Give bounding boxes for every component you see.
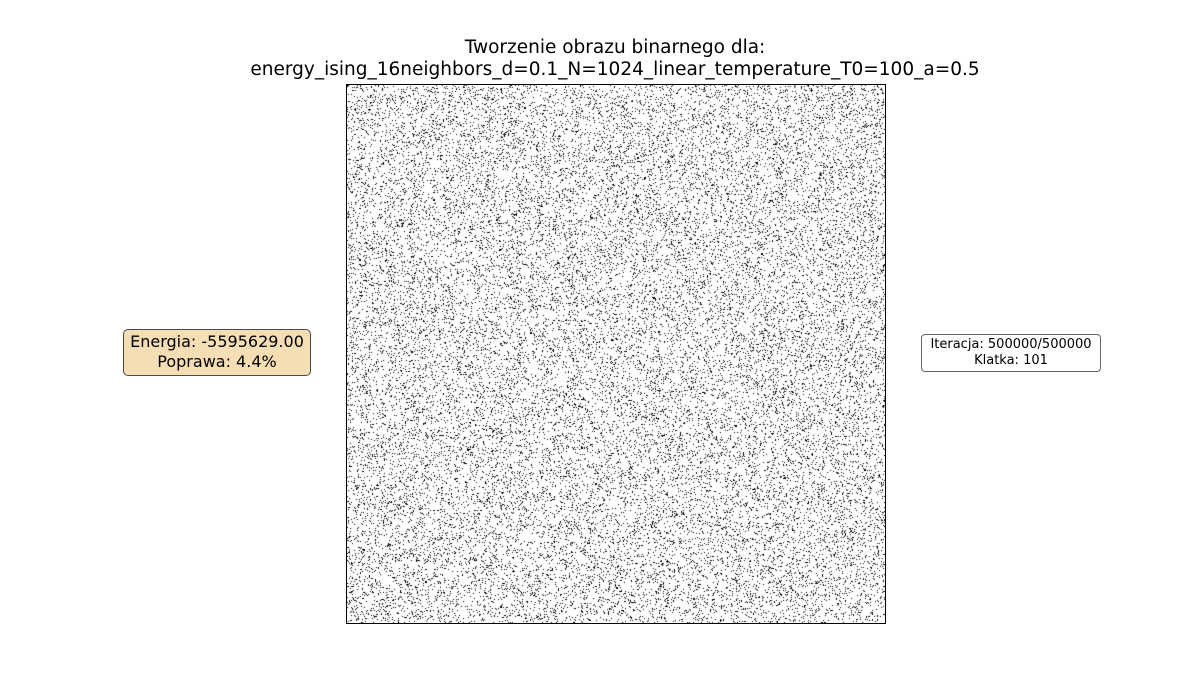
energy-info-box: Energia: -5595629.00 Poprawa: 4.4% [123, 329, 311, 376]
frame-label: Klatka: 101 [974, 353, 1048, 368]
energy-value-label: Energia: -5595629.00 [130, 332, 304, 351]
iteration-label: Iteracja: 500000/500000 [930, 337, 1092, 352]
binary-image-frame [346, 84, 886, 624]
iteration-info-box: Iteracja: 500000/500000 Klatka: 101 [921, 334, 1101, 372]
title-line-2: energy_ising_16neighbors_d=0.1_N=1024_li… [250, 59, 980, 80]
improvement-value-label: Poprawa: 4.4% [157, 352, 277, 371]
binary-image [347, 85, 885, 623]
title-line-1: Tworzenie obrazu binarnego dla: [464, 37, 766, 58]
